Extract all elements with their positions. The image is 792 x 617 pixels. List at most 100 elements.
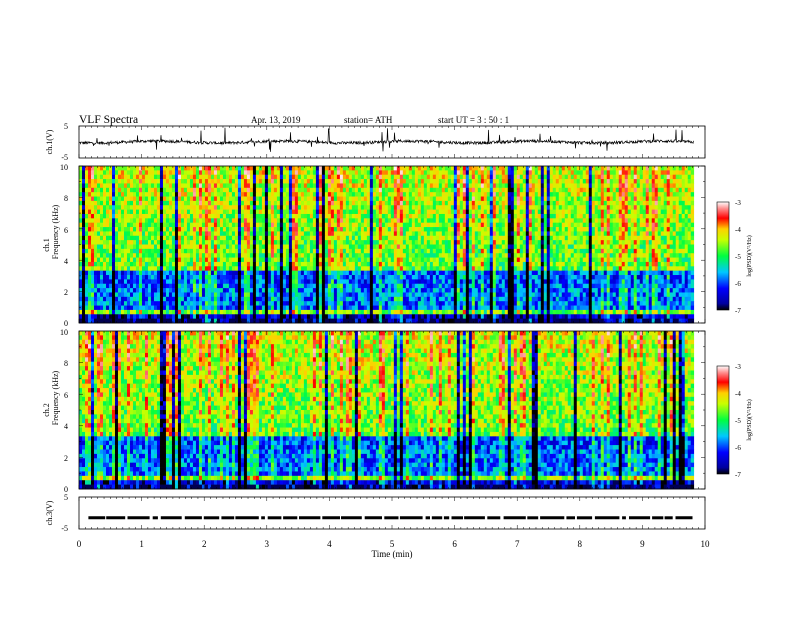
ch1-spectrogram-cell	[109, 249, 112, 254]
ch1-spectrogram-cell	[655, 170, 658, 175]
ch1-spectrogram-cell	[436, 245, 439, 250]
ch1-spectrogram-cell	[151, 183, 154, 188]
ch1-spectrogram-cell	[616, 258, 619, 263]
ch1-spectrogram-cell	[634, 166, 637, 171]
ch1-spectrogram-cell	[640, 214, 643, 219]
ch1-spectrogram-cell	[619, 262, 622, 267]
ch1-spectrogram-cell	[403, 245, 406, 250]
ch1-spectrogram-cell	[589, 201, 592, 206]
ch1-spectrogram-cell	[187, 240, 190, 245]
ch1-spectrogram-cell	[130, 249, 133, 254]
ch1-spectrogram-cell	[361, 214, 364, 219]
ch1-spectrogram-cell	[670, 253, 673, 258]
ch1-spectrogram-cell	[667, 214, 670, 219]
ch1-spectrogram-cell	[445, 253, 448, 258]
ch1-spectrogram-cell	[652, 205, 655, 210]
ch1-spectrogram-cell	[445, 240, 448, 245]
ch1-spectrogram-cell	[313, 201, 316, 206]
ch1-spectrogram-cell	[244, 262, 247, 267]
ch1-spectrogram-cell	[436, 183, 439, 188]
ch1-spectrogram-cell	[685, 262, 688, 267]
ch1-spectrogram-cell	[154, 240, 157, 245]
ch1-spectrogram-cell	[193, 201, 196, 206]
ch1-spectrogram-cell	[364, 179, 367, 184]
ch1-spectrogram-cell	[691, 214, 694, 219]
ch1-spectrogram-cell	[451, 223, 454, 228]
ch1-spectrogram-cell	[103, 175, 106, 180]
ch1-spectrogram-cell	[505, 179, 508, 184]
ch1-spectrogram-cell	[412, 210, 415, 215]
ch1-spectrogram-cell	[295, 183, 298, 188]
ch1-spectrogram-cell	[154, 192, 157, 197]
ch1-spectrogram-cell	[394, 183, 397, 188]
ch1-spectrogram-cell	[478, 231, 481, 236]
ch1-spectrogram-cell	[499, 192, 502, 197]
ch1-spectrogram-cell	[229, 266, 232, 271]
ch1-spectrogram-cell	[79, 183, 82, 188]
ch1-spectrogram-cell	[376, 240, 379, 245]
ch1-spectrogram-cell	[193, 175, 196, 180]
ch1-spectrogram-cell	[232, 249, 235, 254]
ch1-spectrogram-cell	[577, 175, 580, 180]
ch1-spectrogram-cell	[550, 175, 553, 180]
ch1-spectrogram-cell	[637, 223, 640, 228]
ch1-spectrogram-cell	[142, 166, 145, 171]
ch1-spectrogram-cell	[526, 183, 529, 188]
ch1-spectrogram-cell	[91, 236, 94, 241]
ch1-spectrogram-cell	[199, 175, 202, 180]
ch1-spectrogram-cell	[172, 214, 175, 219]
ch1-spectrogram-cell	[190, 227, 193, 232]
ch1-spectrogram-cell	[562, 205, 565, 210]
ch1-spectrogram-cell	[688, 192, 691, 197]
ch1-spectrogram-cell	[679, 197, 682, 202]
ch1-spectrogram-cell	[577, 218, 580, 223]
ch1-spectrogram-cell	[199, 262, 202, 267]
ch1-spectrogram-cell	[247, 236, 250, 241]
ch1-spectrogram-cell	[511, 210, 514, 215]
ch1-spectrogram-cell	[355, 210, 358, 215]
ch1-spectrogram-cell	[487, 245, 490, 250]
ch1-spectrogram-cell	[163, 218, 166, 223]
ch1-spectrogram-cell	[349, 214, 352, 219]
ch1-spectrogram-cell	[511, 223, 514, 228]
ch1-spectrogram-cell	[409, 262, 412, 267]
ch1-spectrogram-cell	[592, 183, 595, 188]
ch1-spectrogram-cell	[469, 249, 472, 254]
ch1-spectrogram-cell	[238, 170, 241, 175]
ch1-spectrogram-cell	[202, 188, 205, 193]
ch1-spectrogram-cell	[337, 188, 340, 193]
ch1-spectrogram-cell	[670, 214, 673, 219]
ch1-spectrogram-cell	[298, 175, 301, 180]
ch1-spectrogram-cell	[553, 253, 556, 258]
ch1-spectrogram-cell	[388, 218, 391, 223]
ch1-spectrogram-cell	[526, 262, 529, 267]
ch1-spectrogram-cell	[580, 236, 583, 241]
ch1-spectrogram-cell	[664, 205, 667, 210]
ch1-spectrogram-cell	[691, 231, 694, 236]
ch1-spectrogram-cell	[496, 231, 499, 236]
ch1-spectrogram-cell	[424, 218, 427, 223]
ch1-spectrogram-cell	[580, 170, 583, 175]
ch1-spectrogram-cell	[205, 253, 208, 258]
ch1-spectrogram-cell	[235, 188, 238, 193]
ch1-spectrogram-cell	[133, 223, 136, 228]
ch1-spectrogram-cell	[517, 188, 520, 193]
ch1-spectrogram-cell	[367, 218, 370, 223]
ch1-spectrogram-cell	[445, 231, 448, 236]
ch1-spectrogram-cell	[586, 258, 589, 263]
ch1-spectrogram-cell	[460, 240, 463, 245]
ch1-spectrogram-cell	[235, 240, 238, 245]
ch1-spectrogram-cell	[349, 179, 352, 184]
ch1-spectrogram-cell	[271, 197, 274, 202]
ch1-spectrogram-cell	[430, 192, 433, 197]
ch1-spectrogram-cell	[517, 236, 520, 241]
ch1-spectrogram-cell	[265, 210, 268, 215]
ch1-spectrogram-cell	[262, 231, 265, 236]
ch1-spectrogram-cell	[616, 179, 619, 184]
ch1-spectrogram-cell	[157, 166, 160, 171]
ch1-spectrogram-cell	[634, 223, 637, 228]
ch1-spectrogram-cell	[184, 192, 187, 197]
ch1-spectrogram-cell	[421, 210, 424, 215]
ch1-spectrogram-cell	[340, 192, 343, 197]
ch1-spectrogram-cell	[280, 236, 283, 241]
